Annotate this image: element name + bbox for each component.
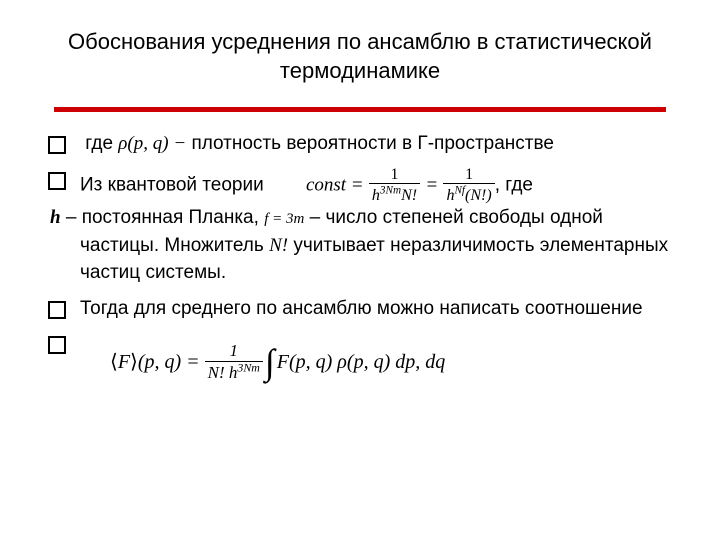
checkbox-icon: [48, 336, 66, 354]
list-item: ⟨F⟩(p, q) = 1 N! h3Nm ∫ F(p, q) ρ(p, q) …: [48, 330, 672, 388]
body-content: где ρ(p, q) − плотность вероятности в Г-…: [48, 130, 672, 388]
ensemble-average-formula: ⟨F⟩(p, q) = 1 N! h3Nm ∫ F(p, q) ρ(p, q) …: [110, 336, 445, 388]
item-text: Тогда для среднего по ансамблю можно нап…: [80, 295, 672, 323]
list-item: Из квантовой теории const = 1 h3NmN! = 1…: [48, 166, 672, 287]
item-text: где ρ(p, q) − плотность вероятности в Г-…: [80, 130, 672, 158]
horizontal-rule: [54, 107, 666, 112]
checkbox-icon: [48, 136, 66, 154]
checkbox-icon: [48, 172, 66, 190]
list-item: Тогда для среднего по ансамблю можно нап…: [48, 295, 672, 323]
checkbox-icon: [48, 301, 66, 319]
item-text: Из квантовой теории const = 1 h3NmN! = 1…: [80, 166, 672, 287]
list-item: где ρ(p, q) − плотность вероятности в Г-…: [48, 130, 672, 158]
slide-title: Обоснования усреднения по ансамблю в ста…: [48, 28, 672, 85]
formula-row: ⟨F⟩(p, q) = 1 N! h3Nm ∫ F(p, q) ρ(p, q) …: [80, 330, 672, 388]
